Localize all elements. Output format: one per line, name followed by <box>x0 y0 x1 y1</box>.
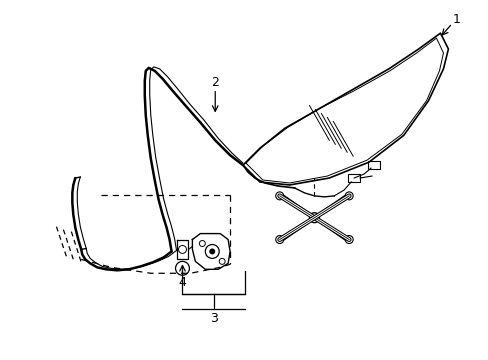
Text: 3: 3 <box>209 312 217 325</box>
Text: 1: 1 <box>451 13 459 26</box>
Bar <box>367 161 379 169</box>
Circle shape <box>275 192 283 200</box>
Circle shape <box>345 192 352 200</box>
Text: 2: 2 <box>211 76 219 89</box>
Circle shape <box>275 235 283 243</box>
Circle shape <box>209 248 215 255</box>
Bar <box>347 174 359 182</box>
Circle shape <box>309 213 319 223</box>
Circle shape <box>345 235 352 243</box>
Text: 4: 4 <box>178 276 186 289</box>
Circle shape <box>311 215 316 220</box>
